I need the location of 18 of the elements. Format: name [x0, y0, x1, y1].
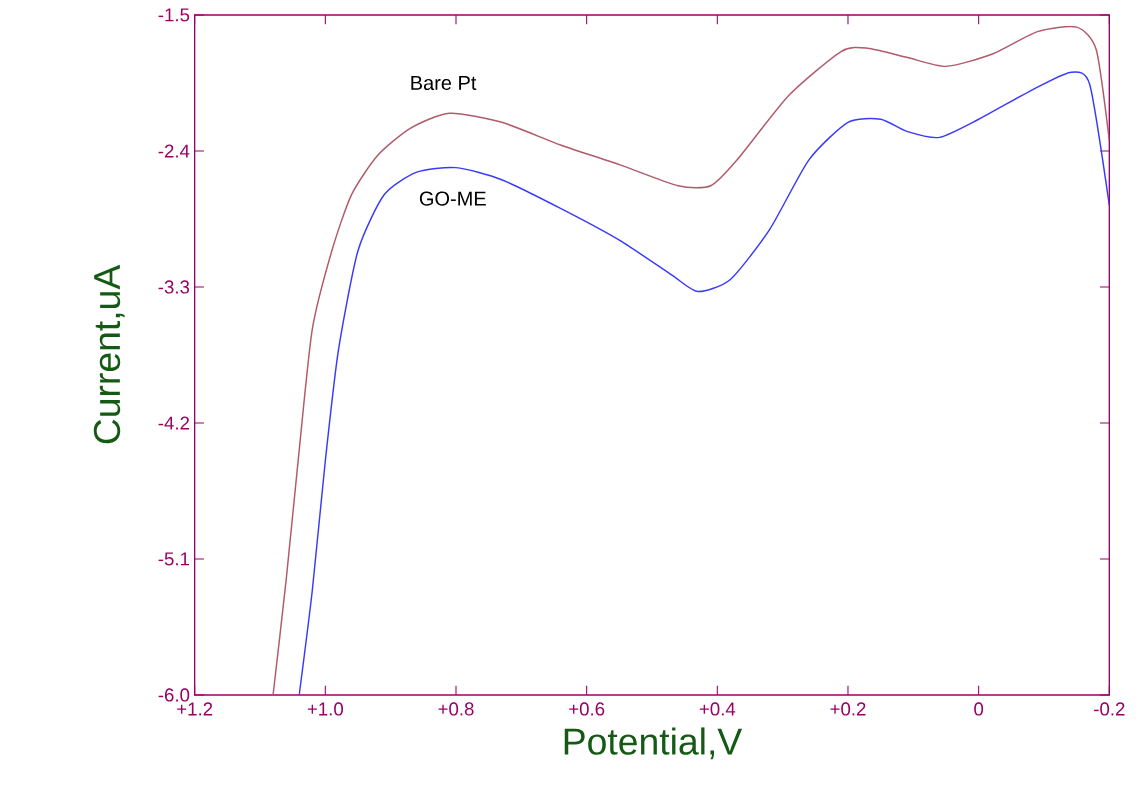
x-tick-label: -0.2	[1094, 702, 1125, 716]
x-tick-label: +0.8	[438, 702, 474, 716]
x-axis-title: Potential,V	[564, 727, 743, 760]
y-tick-label: -3.3	[158, 280, 190, 294]
x-tick-label: +0.4	[699, 702, 736, 716]
y-tick-label: -5.1	[158, 552, 190, 566]
x-tick-label: +0.2	[830, 702, 866, 716]
x-tick-label: 0	[974, 702, 984, 716]
x-tick-label: +1.2	[177, 702, 213, 716]
y-axis-title: Current,uA	[93, 264, 125, 444]
y-tick-label: -1.5	[158, 8, 190, 22]
y-tick-label: -6.0	[158, 688, 190, 702]
y-tick-label: -4.2	[158, 416, 190, 430]
series-label: Bare Pt	[411, 76, 477, 90]
x-tick-label: +0.6	[569, 702, 605, 716]
y-tick-label: -2.4	[158, 144, 190, 158]
x-tick-label: +1.0	[307, 702, 344, 716]
series-label: GO-ME	[419, 191, 486, 206]
